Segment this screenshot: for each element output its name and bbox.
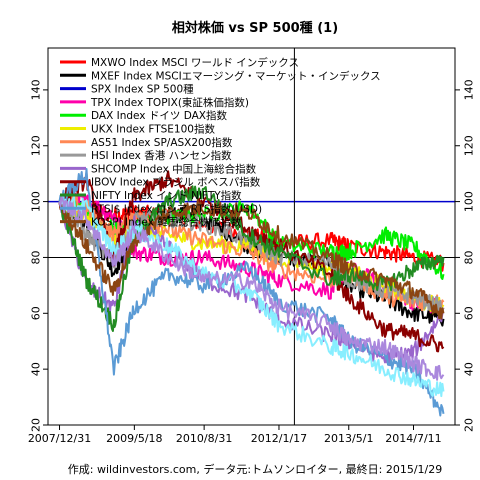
series-line-14 <box>58 195 445 381</box>
y-axis-right: 20 40 60 80 100 120 140 <box>455 79 476 432</box>
series-line-11 <box>58 168 445 417</box>
legend-label: SPX Index SP 500種 <box>91 83 194 96</box>
x-tick-label: 2012/1/17 <box>251 432 307 445</box>
y-tick-label-left: 20 <box>30 418 43 432</box>
y-tick-label-left: 120 <box>30 135 43 156</box>
legend-label: RTSI$ Index ロシア RTS指数(USD) <box>91 202 262 215</box>
x-tick-label: 2014/7/11 <box>385 432 441 445</box>
legend-label: MXWO Index MSCI ワールド インデックス <box>91 56 299 69</box>
y-tick-label-left: 140 <box>30 79 43 100</box>
y-axis-left: 20 40 60 80 100 120 140 <box>30 79 48 432</box>
y-tick-label-left: 80 <box>30 250 43 264</box>
y-tick-label-right: 100 <box>463 191 476 212</box>
y-tick-label-left: 60 <box>30 306 43 320</box>
legend-label: KOSPI Index 韓国総合株価指数 <box>91 216 242 229</box>
y-tick-label-right: 60 <box>463 306 476 320</box>
x-tick-label: 2007/12/31 <box>28 432 91 445</box>
x-tick-label: 2009/5/18 <box>106 432 162 445</box>
legend-label: DAX Index ドイツ DAX指数 <box>91 109 227 122</box>
legend-label: UKX Index FTSE100指数 <box>91 123 215 136</box>
legend-label: HSI Index 香港 ハンセン指数 <box>91 149 232 162</box>
x-axis: 2007/12/31 2009/5/18 2010/8/31 2012/1/17 201… <box>28 425 442 445</box>
chart-caption: 作成: wildinvestors.com, データ元:トムソンロイター, 最終… <box>68 462 442 476</box>
y-tick-label-right: 140 <box>463 79 476 100</box>
series-layer <box>58 168 445 417</box>
series-line-12 <box>58 196 445 320</box>
legend-label: MXEF Index MSCIエマージング・マーケット・インデックス <box>91 69 381 82</box>
legend-label: IBOV Index ブラジル ボベスパ指数 <box>91 176 261 189</box>
plot-frame <box>47 47 456 426</box>
y-tick-label-right: 40 <box>463 362 476 376</box>
legend-label: SHCOMP Index 中国上海総合指数 <box>91 162 257 175</box>
y-tick-label-right: 20 <box>463 418 476 432</box>
y-tick-label-right: 80 <box>463 250 476 264</box>
legend-label: AS51 Index SP/ASX200指数 <box>91 136 233 149</box>
legend-label: NIFTY Index インド NIFTY指数 <box>91 189 242 202</box>
y-tick-label-left: 40 <box>30 362 43 376</box>
y-tick-label-left: 100 <box>30 191 43 212</box>
chart-title: 相対株価 vs SP 500種 (1) <box>172 20 338 36</box>
y-tick-label-right: 120 <box>463 135 476 156</box>
x-tick-label: 2010/8/31 <box>176 432 232 445</box>
legend-label: TPX Index TOPIX(東証株価指数) <box>90 96 249 109</box>
x-tick-label: 2013/5/1 <box>324 432 373 445</box>
